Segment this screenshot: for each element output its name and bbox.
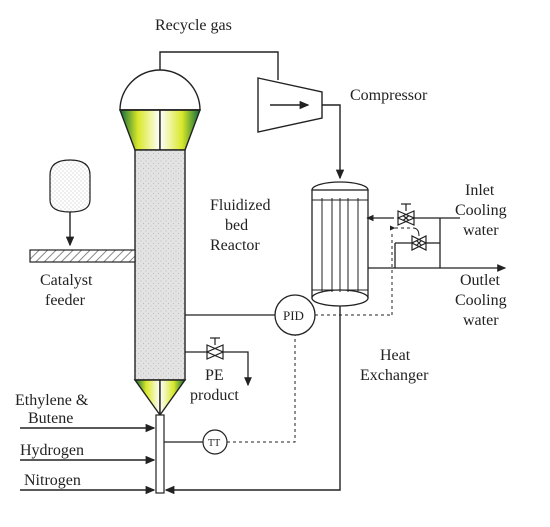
label-tt: TT [208,438,220,449]
label-fbr-1: Fluidized [210,197,270,214]
compressor-outlet-line [322,105,340,178]
label-recycle-gas: Recycle gas [155,17,232,34]
label-inlet-3: water [463,222,499,239]
compressor [258,78,322,132]
heat-exchanger [312,182,368,306]
label-pid: PID [283,308,304,323]
label-catalyst-1: Catalyst [40,272,93,289]
label-outlet-1: Outlet [460,272,501,289]
label-catalyst-2: feeder [45,292,86,309]
fluidized-bed-reactor [120,70,200,493]
label-pe-2: product [190,387,239,404]
label-outlet-3: water [463,312,499,329]
label-nitrogen: Nitrogen [24,472,81,489]
label-outlet-2: Cooling [455,292,507,309]
label-fbr-2: bed [225,217,248,234]
label-compressor: Compressor [350,87,428,104]
label-pe-1: PE [205,367,224,384]
label-hx-1: Heat [380,347,411,364]
label-eth-2: Butene [28,410,73,427]
label-fbr-3: Reactor [210,237,260,254]
inlet-cooling-water-valve [367,204,460,268]
process-diagram: Recycle gas Compressor Fluidized bed Rea… [0,0,550,527]
label-eth-1: Ethylene & [15,392,89,409]
label-hx-2: Exchanger [360,367,429,384]
catalyst-feeder [30,160,135,262]
label-inlet-2: Cooling [455,202,507,219]
label-inlet-1: Inlet [465,182,495,199]
label-hydrogen: Hydrogen [20,442,84,459]
control-valve [395,228,440,268]
